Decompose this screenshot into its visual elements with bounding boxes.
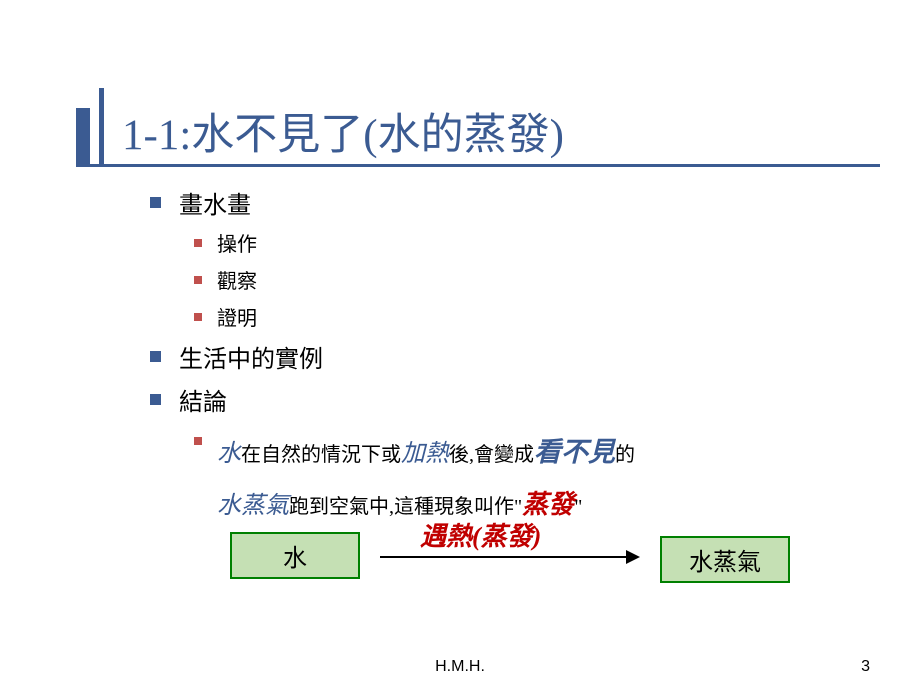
- title-underline: [76, 164, 880, 167]
- bullet-text: 生活中的實例: [179, 339, 323, 374]
- keyword-evaporation: 蒸發: [522, 490, 574, 519]
- square-bullet-icon: [150, 197, 161, 208]
- footer-page-number: 3: [861, 658, 870, 676]
- bullet-text: 證明: [217, 302, 257, 331]
- bullet-item-2: 生活中的實例: [150, 339, 860, 374]
- square-bullet-icon: [194, 276, 202, 284]
- keyword-invisible: 看不見: [534, 437, 615, 467]
- diagram-box-vapor: 水蒸氣: [660, 536, 790, 583]
- bullet-item-1-2: 觀察: [194, 265, 860, 294]
- evaporation-diagram: 水 遇熱(蒸發) 水蒸氣: [230, 528, 790, 578]
- content-body: 畫水畫 操作 觀察 證明 生活中的實例 結論 水在自然的情況下或加熱後,會變成看…: [150, 185, 860, 539]
- text-segment: 的: [615, 444, 635, 466]
- bullet-text: 觀察: [217, 265, 257, 294]
- bullet-item-1-1: 操作: [194, 228, 860, 257]
- bullet-item-3: 結論: [150, 382, 860, 417]
- bullet-text: 結論: [179, 382, 227, 417]
- bullet-text: 操作: [217, 228, 257, 257]
- bullet-item-1: 畫水畫: [150, 185, 860, 220]
- quote-close: ": [574, 496, 582, 518]
- footer-author: H.M.H.: [0, 658, 920, 676]
- square-bullet-icon: [194, 239, 202, 247]
- bullet-item-1-3: 證明: [194, 302, 860, 331]
- square-bullet-icon: [150, 394, 161, 405]
- text-segment: 跑到空氣中,這種現象叫作: [289, 496, 514, 518]
- diagram-arrow-label: 遇熱(蒸發): [420, 516, 541, 553]
- bullet-text: 畫水畫: [179, 185, 251, 220]
- diagram-box-water: 水: [230, 532, 360, 579]
- keyword-water: 水: [217, 441, 241, 467]
- title-decor-thick: [76, 108, 90, 166]
- text-segment: 後,會變成: [449, 444, 534, 466]
- text-segment: 在自然的情況下或: [241, 444, 401, 466]
- keyword-vapor: 水蒸氣: [217, 493, 289, 519]
- quote-open: ": [514, 496, 522, 518]
- square-bullet-icon: [194, 437, 202, 445]
- slide-title: 1-1:水不見了(水的蒸發): [122, 100, 564, 162]
- square-bullet-icon: [194, 313, 202, 321]
- arrow-head-icon: [626, 550, 640, 564]
- arrow-line-icon: [380, 556, 628, 558]
- square-bullet-icon: [150, 351, 161, 362]
- title-decor-thin: [99, 88, 104, 166]
- keyword-heat: 加熱: [401, 441, 449, 467]
